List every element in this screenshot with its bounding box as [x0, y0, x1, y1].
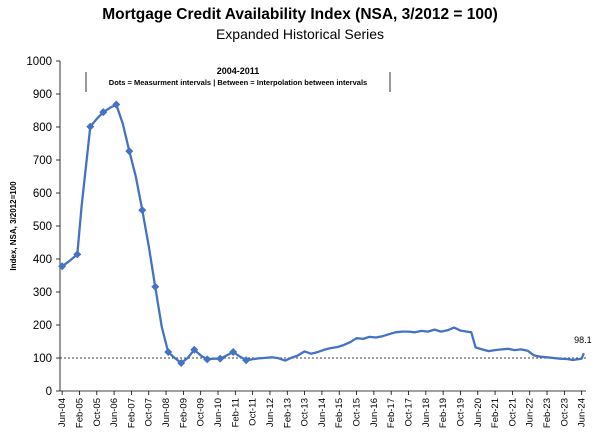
annotation-text: Dots = Measurment intervals | Between = … — [109, 78, 367, 87]
x-tick-label: Feb-11 — [230, 398, 241, 427]
x-tick-label: Oct-15 — [352, 398, 363, 427]
series-line — [61, 103, 585, 365]
x-tick-label: Feb-15 — [334, 398, 345, 428]
y-tick-label: 800 — [33, 122, 52, 134]
x-tick-label: Jun-04 — [57, 398, 68, 427]
data-point-marker — [190, 345, 199, 354]
x-tick-label: Oct-23 — [559, 398, 570, 427]
x-tick-label: Jun-10 — [213, 398, 224, 427]
x-tick-label: Oct-13 — [300, 398, 311, 427]
annotation-title: 2004-2011 — [217, 66, 260, 76]
end-value-label: 98.1 — [574, 335, 592, 345]
x-tick-label: Jun-14 — [317, 398, 328, 427]
y-tick-label: 900 — [33, 89, 52, 101]
data-point-marker — [164, 348, 173, 357]
x-tick-label: Oct-07 — [144, 398, 155, 427]
data-point-marker — [203, 355, 212, 364]
data-point-marker — [99, 108, 108, 117]
x-tick-label: Oct-11 — [248, 398, 259, 426]
y-tick-label: 700 — [33, 155, 52, 167]
x-tick-label: Feb-17 — [386, 398, 397, 428]
data-point-marker — [58, 262, 67, 271]
x-axis-ticks: Jun-04 Feb-05 Oct-05 Jun-06 Feb-07 Oct-07 Jun-… — [57, 391, 588, 428]
x-tick-label: Oct-09 — [196, 398, 207, 427]
x-tick-label: Jun-08 — [161, 398, 172, 427]
y-tick-label: 400 — [33, 254, 52, 266]
data-point-marker — [73, 250, 82, 259]
x-tick-label: Oct-21 — [507, 398, 518, 427]
x-tick-label: Feb-21 — [490, 398, 501, 428]
data-point-marker — [229, 348, 238, 357]
x-tick-label: Jun-16 — [369, 398, 380, 427]
x-tick-label: Feb-19 — [438, 398, 449, 428]
x-tick-label: Jun-06 — [109, 398, 120, 427]
y-tick-label: 600 — [33, 188, 52, 200]
y-tick-label: 1000 — [26, 56, 52, 68]
x-tick-label: Jun-24 — [577, 398, 588, 427]
measurement-markers — [58, 100, 251, 367]
annotation: 2004-2011 Dots = Measurment intervals | … — [85, 66, 391, 92]
x-tick-label: Feb-23 — [542, 398, 553, 428]
data-point-marker — [242, 356, 251, 365]
data-point-marker — [138, 206, 147, 215]
y-tick-label: 0 — [46, 386, 52, 398]
data-point-marker — [86, 122, 95, 131]
data-point-marker — [216, 354, 225, 363]
x-tick-label: Oct-05 — [92, 398, 103, 427]
x-tick-label: Jun-12 — [265, 398, 276, 427]
x-tick-label: Feb-09 — [178, 398, 189, 428]
x-tick-label: Oct-17 — [404, 398, 415, 427]
x-tick-label: Jun-18 — [421, 398, 432, 427]
data-point-marker — [112, 100, 121, 109]
data-point-marker — [177, 358, 186, 367]
x-tick-label: Feb-05 — [74, 398, 85, 428]
x-tick-label: Feb-13 — [282, 398, 293, 428]
x-tick-label: Feb-07 — [126, 398, 137, 428]
data-point-marker — [151, 282, 160, 291]
y-axis-ticks: 0 100 200 300 400 500 600 700 800 900 1000 — [26, 56, 60, 398]
data-point-marker — [125, 147, 134, 156]
y-tick-label: 200 — [33, 320, 52, 332]
chart-title: Mortgage Credit Availability Index (NSA,… — [102, 6, 498, 23]
x-tick-label: Jun-22 — [525, 398, 536, 427]
chart-subtitle: Expanded Historical Series — [216, 26, 384, 42]
y-tick-label: 300 — [33, 287, 52, 299]
y-axis-label: Index, NSA, 3/2012=100 — [9, 181, 18, 271]
y-tick-label: 500 — [33, 221, 52, 233]
y-tick-label: 100 — [33, 353, 52, 365]
x-tick-label: Oct-19 — [455, 398, 466, 427]
x-tick-label: Jun-20 — [473, 398, 484, 427]
